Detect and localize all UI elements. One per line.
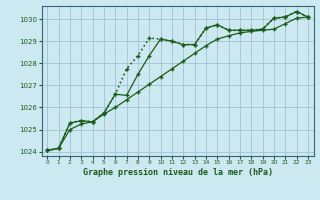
X-axis label: Graphe pression niveau de la mer (hPa): Graphe pression niveau de la mer (hPa) [83,168,273,177]
